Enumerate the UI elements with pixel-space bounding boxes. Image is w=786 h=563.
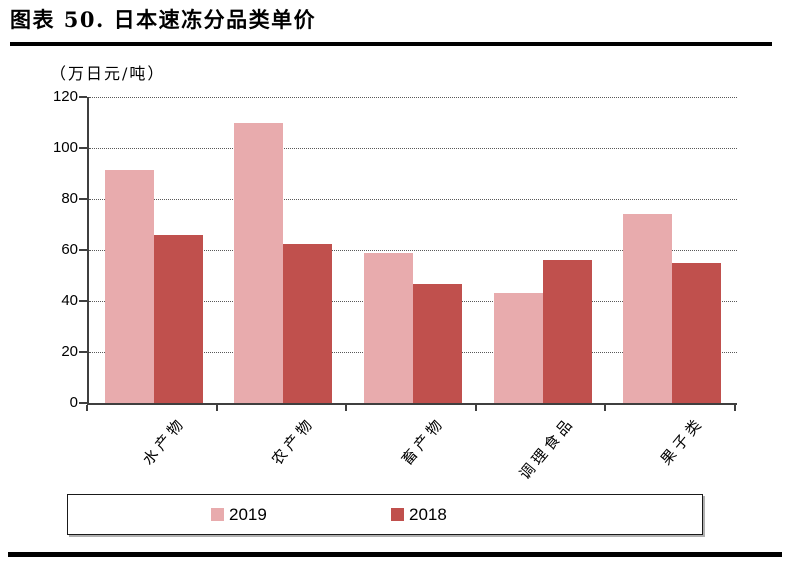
gridline-80 [89,199,737,200]
x-category-label-果子类: 果子类 [657,413,708,469]
x-tick-5 [734,405,736,411]
x-category-label-调理食品: 调理食品 [515,413,578,484]
bar-2018-调理食品 [542,259,592,403]
plot-area [87,97,737,405]
legend-label-2018: 2018 [409,504,447,524]
y-tick-20 [79,351,87,353]
y-tick-label-0: 0 [69,394,78,411]
y-tick-100 [79,147,87,149]
title-rule [10,42,772,46]
y-tick-label-20: 20 [61,343,78,360]
legend-swatch-2018 [391,508,404,521]
legend-entry-2018: 2018 [391,495,447,534]
gridline-60 [89,250,737,251]
x-tick-2 [345,405,348,411]
x-category-label-农产物: 农产物 [268,413,319,469]
bar-2018-畜产物 [413,284,462,403]
y-tick-label-100: 100 [52,139,78,156]
bar-2019-畜产物 [364,252,413,403]
y-tick-label-40: 40 [61,292,78,309]
x-tick-3 [474,405,477,411]
legend-swatch-2019 [211,508,224,521]
legend: 2019 2018 [67,494,703,535]
bar-2018-果子类 [672,263,722,403]
chart-title: 图表 50. 日本速冻分品类单价 [10,7,317,32]
x-tick-4 [604,405,607,411]
x-tick-0 [86,405,88,411]
y-axis-unit-label: （万日元/吨） [50,64,166,83]
y-tick-80 [79,198,87,200]
y-tick-label-60: 60 [61,241,78,258]
bar-2019-农产物 [234,123,284,403]
x-tick-1 [215,405,218,411]
bottom-rule [8,552,782,557]
x-category-label-水产物: 水产物 [138,413,190,469]
gridline-120 [89,97,737,98]
legend-entry-2019: 2019 [211,495,267,534]
y-tick-40 [79,300,87,302]
y-tick-120 [79,96,87,98]
y-tick-0 [79,402,87,404]
y-tick-60 [79,249,87,251]
bar-2019-果子类 [623,213,673,403]
gridline-100 [89,148,737,149]
bar-2019-水产物 [104,169,154,403]
bar-2018-农产物 [283,243,333,403]
bar-2019-调理食品 [493,293,543,403]
legend-label-2019: 2019 [229,504,267,524]
bar-2018-水产物 [153,235,203,403]
x-category-label-畜产物: 畜产物 [397,413,449,469]
y-tick-label-120: 120 [52,88,78,105]
y-tick-label-80: 80 [61,190,78,207]
